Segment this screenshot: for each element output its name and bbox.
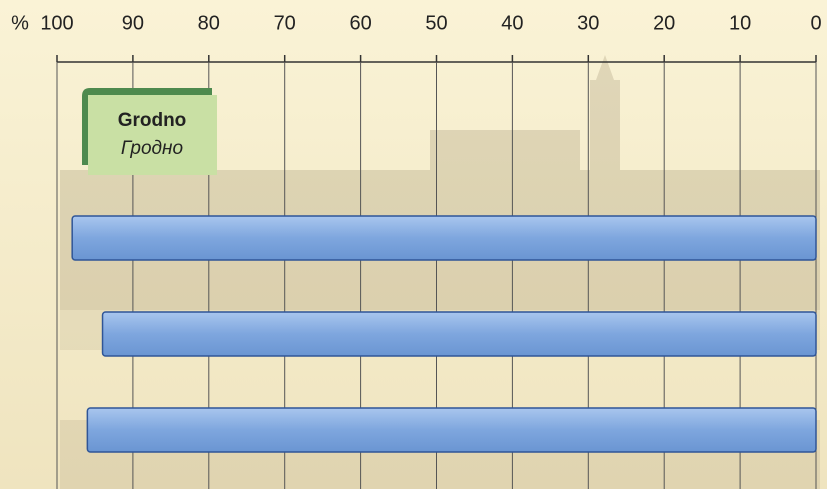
bar (72, 216, 816, 260)
x-tick-label: 20 (653, 12, 675, 34)
bar (87, 408, 816, 452)
x-tick-label: 90 (122, 12, 144, 34)
x-tick-label: 0 (810, 12, 821, 34)
city-name: Grodno (118, 110, 187, 131)
x-tick-label: 40 (501, 12, 523, 34)
bar (103, 312, 816, 356)
x-tick-label: 50 (425, 12, 447, 34)
x-tick-label: 30 (577, 12, 599, 34)
x-tick-label: 80 (198, 12, 220, 34)
city-label: Grodno Гродно (82, 88, 217, 175)
x-tick-label: 70 (274, 12, 296, 34)
x-tick-label: 100 (40, 12, 73, 34)
x-axis-label: % (11, 12, 29, 34)
x-tick-label: 60 (349, 12, 371, 34)
label-box (88, 95, 217, 175)
chart: % 1009080706050403020100 Grodno Гродно (0, 0, 827, 489)
city-name-local: Гродно (121, 138, 183, 159)
x-tick-label: 10 (729, 12, 751, 34)
